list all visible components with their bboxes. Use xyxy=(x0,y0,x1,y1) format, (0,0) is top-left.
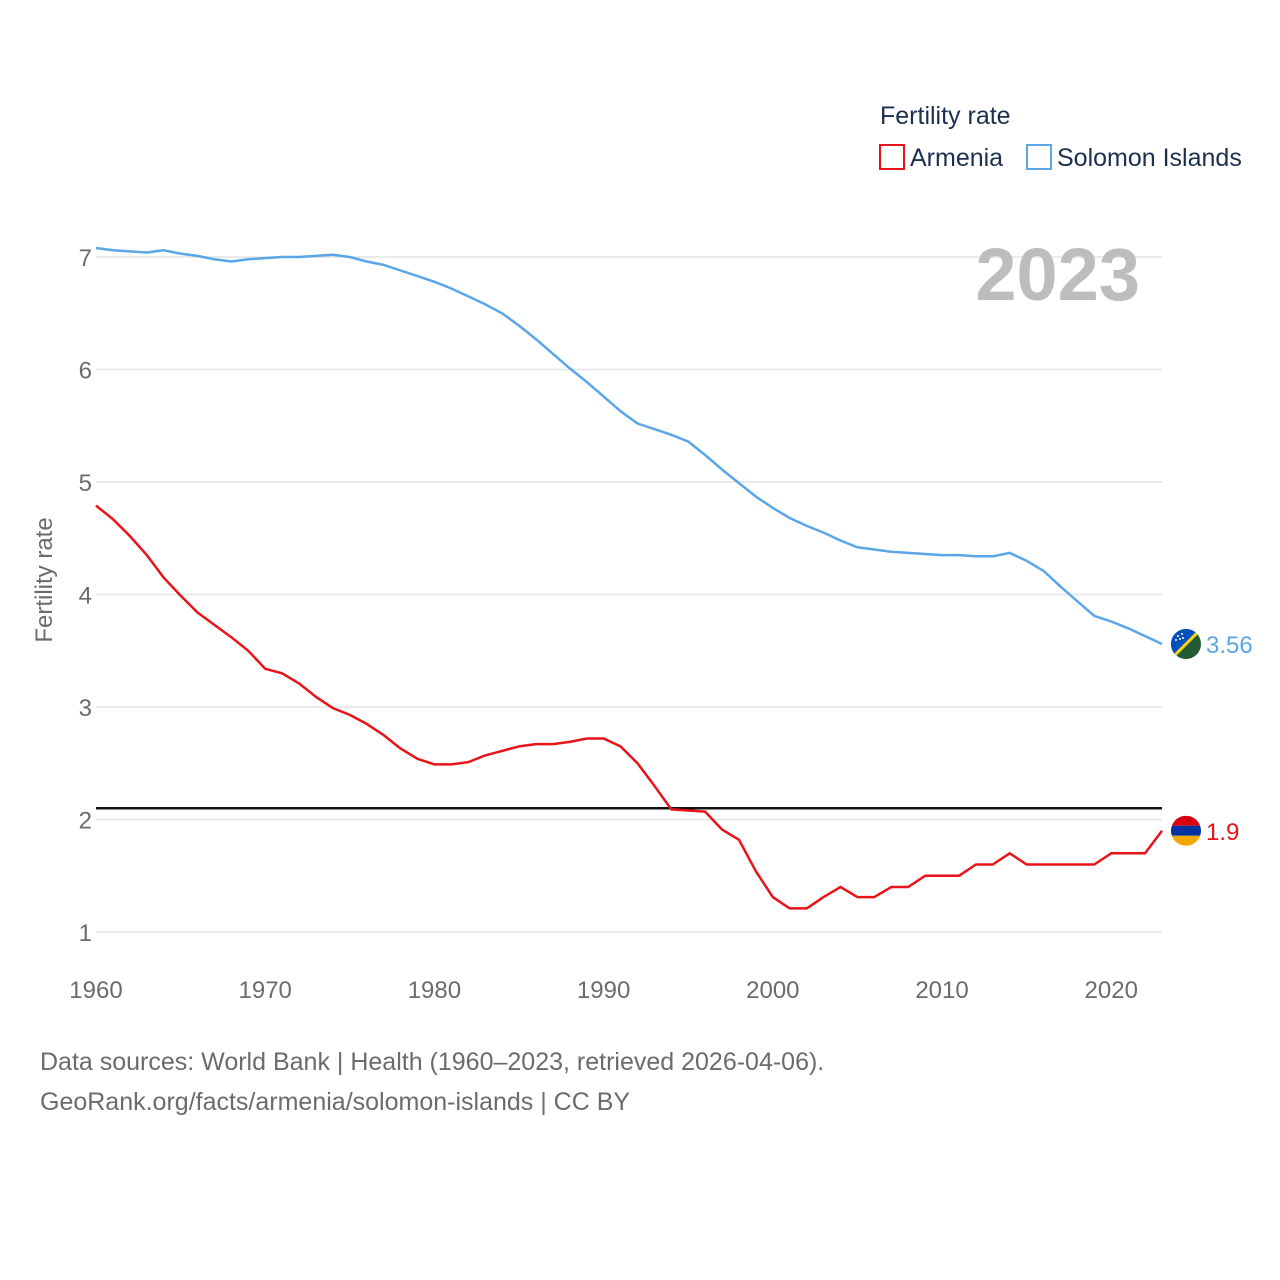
y-tick-label: 4 xyxy=(79,583,92,610)
series-lines xyxy=(95,246,1163,910)
x-tick-label: 1980 xyxy=(408,977,461,1004)
armenia-flag-icon xyxy=(1171,815,1201,846)
legend-title: Fertility rate xyxy=(880,102,1011,130)
end-value-label-armenia: 1.9 xyxy=(1206,819,1239,846)
series-line-armenia[interactable] xyxy=(95,504,1163,910)
data-source-text: Data sources: World Bank | Health (1960–… xyxy=(40,1048,825,1076)
footer: Data sources: World Bank | Health (1960–… xyxy=(40,1042,824,1122)
y-tick-label: 7 xyxy=(79,245,92,272)
grid-lines xyxy=(96,256,1162,933)
legend-swatch-armenia xyxy=(879,144,905,170)
y-axis-label: Fertility rate xyxy=(31,517,58,642)
end-value-label-solomon-islands: 3.56 xyxy=(1206,632,1253,659)
x-tick-label: 1990 xyxy=(577,977,630,1004)
y-tick-label: 5 xyxy=(79,470,92,497)
y-tick-label: 3 xyxy=(79,695,92,722)
series-line-solomon-islands[interactable] xyxy=(95,246,1163,646)
x-tick-label: 2020 xyxy=(1085,977,1138,1004)
legend-label-solomon-islands: Solomon Islands xyxy=(1057,144,1242,172)
y-tick-label: 6 xyxy=(79,358,92,385)
x-tick-label: 2010 xyxy=(915,977,968,1004)
x-tick-label: 2000 xyxy=(746,977,799,1004)
y-tick-label: 1 xyxy=(79,920,92,947)
y-axis-ticks: 1 2 3 4 5 6 7 xyxy=(79,245,92,947)
solomon-islands-flag-icon xyxy=(1171,629,1201,659)
x-tick-label: 1970 xyxy=(239,977,292,1004)
legend-swatch-solomon-islands xyxy=(1026,144,1052,170)
series-end-markers: 1.9 3.56 xyxy=(1171,629,1253,846)
fertility-chart: 1 2 3 4 5 6 7 1960 1970 1980 1990 2000 2010 2020 1.9… xyxy=(31,102,1253,1004)
legend-item-solomon-islands[interactable]: Solomon Islands xyxy=(1026,144,1242,172)
legend-label-armenia: Armenia xyxy=(910,144,1003,172)
y-tick-label: 2 xyxy=(79,808,92,835)
year-label: 2023 xyxy=(975,233,1140,316)
x-tick-label: 1960 xyxy=(69,977,122,1004)
x-axis-ticks: 1960 1970 1980 1990 2000 2010 2020 xyxy=(69,977,1138,1004)
source-url-text[interactable]: GeoRank.org/facts/armenia/solomon-island… xyxy=(40,1088,631,1116)
legend-item-armenia[interactable]: Armenia xyxy=(879,144,1003,172)
